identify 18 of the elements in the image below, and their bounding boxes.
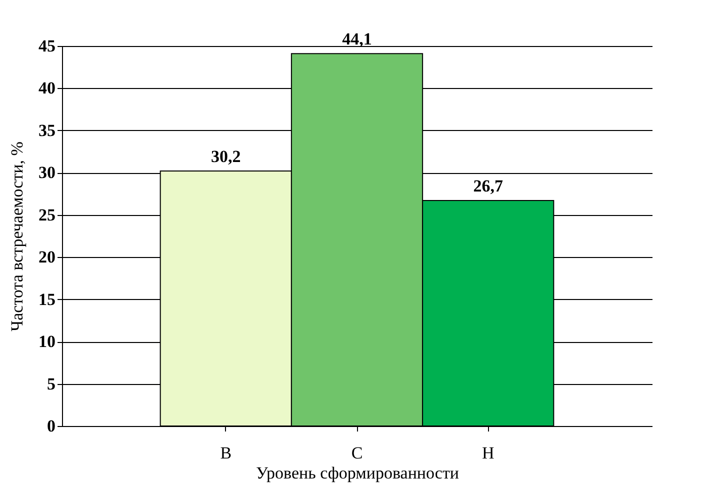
y-tick-label: 45 (38, 36, 56, 56)
x-tick-label: Н (482, 444, 494, 462)
data-label: 30,2 (211, 146, 241, 166)
y-tick-label: 15 (38, 290, 56, 309)
data-label: 26,7 (473, 176, 504, 196)
y-tick-label: 5 (47, 374, 56, 394)
x-tick-label: С (351, 444, 363, 462)
y-tick-label: 20 (38, 248, 56, 267)
y-axis-title: Частота встречаемости, % (8, 142, 26, 332)
data-label: 44,1 (342, 30, 372, 49)
y-tick-label: 25 (38, 205, 56, 224)
y-tick-label: 10 (38, 332, 56, 352)
y-tick-label: 0 (47, 416, 56, 436)
y-tick-label: 35 (38, 120, 56, 140)
x-tick-label: В (220, 444, 232, 462)
y-tick-label: 30 (38, 163, 56, 182)
y-tick-label: 40 (38, 78, 56, 98)
x-axis-title: Уровень сформированности (256, 464, 460, 482)
